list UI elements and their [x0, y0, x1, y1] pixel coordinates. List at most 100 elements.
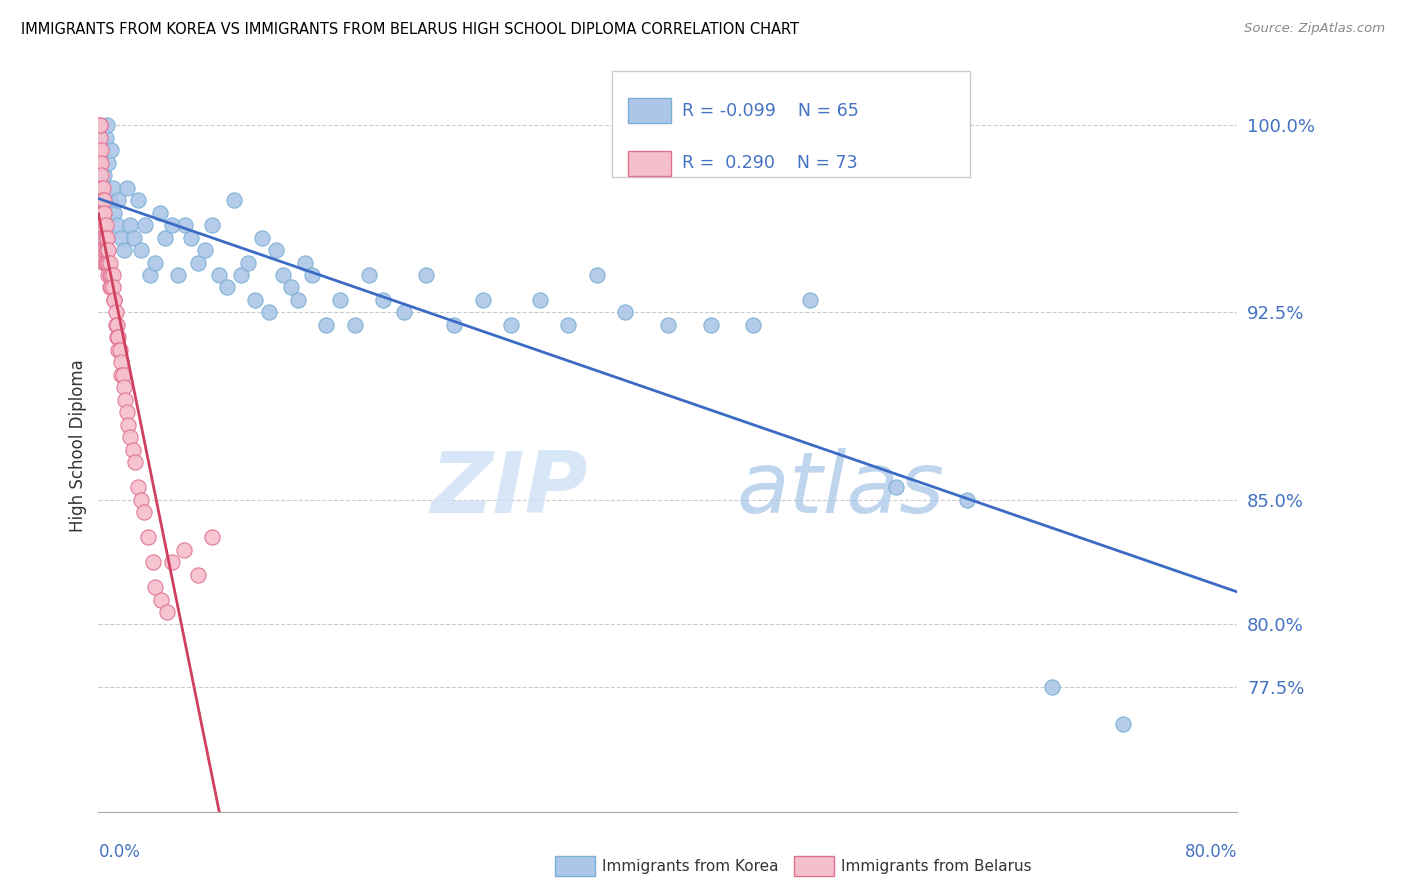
Point: [107, 193, 129, 207]
Text: IMMIGRANTS FROM KOREA VS IMMIGRANTS FROM BELARUS HIGH SCHOOL DIPLOMA CORRELATION: IMMIGRANTS FROM KOREA VS IMMIGRANTS FROM…: [21, 22, 799, 37]
Point: [97, 268, 120, 282]
Point: [94, 218, 117, 232]
Point: [91, 180, 114, 194]
Point: [96, 243, 118, 257]
Point: [90, 218, 112, 232]
Point: [108, 343, 131, 357]
Point: [96, 118, 118, 132]
Point: [118, 218, 141, 232]
Point: [91, 243, 114, 257]
Point: [127, 480, 149, 494]
Point: [742, 318, 765, 332]
Point: [112, 243, 135, 257]
Point: [501, 318, 523, 332]
Point: [89, 218, 111, 232]
Point: [90, 205, 112, 219]
Point: [91, 193, 114, 207]
Point: [156, 605, 179, 619]
Point: [107, 330, 129, 344]
Point: [273, 268, 295, 282]
Point: [471, 293, 494, 307]
Point: [115, 405, 138, 419]
Point: [111, 368, 134, 382]
Point: [121, 442, 143, 457]
Point: [132, 505, 155, 519]
Point: [103, 293, 125, 307]
Point: [799, 293, 821, 307]
Text: Immigrants from Korea: Immigrants from Korea: [602, 859, 779, 873]
Point: [134, 218, 156, 232]
Point: [266, 243, 288, 257]
Point: [98, 255, 121, 269]
Point: [956, 492, 979, 507]
Point: [91, 230, 114, 244]
Point: [94, 255, 117, 269]
Point: [294, 255, 316, 269]
Point: [884, 480, 907, 494]
Point: [343, 318, 366, 332]
Point: [90, 168, 112, 182]
Point: [657, 318, 679, 332]
Point: [443, 318, 465, 332]
Point: [105, 318, 128, 332]
Point: [149, 205, 172, 219]
Point: [93, 243, 115, 257]
Point: [107, 343, 129, 357]
Text: R =  0.290    N = 73: R = 0.290 N = 73: [682, 154, 858, 172]
Point: [94, 230, 117, 244]
Point: [614, 305, 637, 319]
Point: [145, 255, 167, 269]
Text: Immigrants from Belarus: Immigrants from Belarus: [841, 859, 1032, 873]
Point: [167, 268, 190, 282]
Point: [103, 205, 125, 219]
Point: [93, 255, 115, 269]
Point: [118, 430, 141, 444]
Point: [97, 255, 120, 269]
Point: [101, 280, 124, 294]
Text: 80.0%: 80.0%: [1185, 843, 1237, 861]
Point: [127, 193, 149, 207]
Point: [105, 330, 128, 344]
Point: [187, 255, 209, 269]
Point: [122, 230, 145, 244]
Point: [93, 168, 115, 182]
Point: [173, 542, 195, 557]
Point: [117, 417, 139, 432]
Point: [90, 193, 112, 207]
Point: [155, 230, 177, 244]
Point: [129, 243, 152, 257]
Point: [97, 155, 120, 169]
Point: [1040, 680, 1063, 694]
Point: [1112, 717, 1135, 731]
Point: [112, 380, 135, 394]
Point: [329, 293, 352, 307]
Point: [90, 143, 112, 157]
Point: [89, 180, 111, 194]
Point: [98, 280, 121, 294]
Point: [136, 530, 159, 544]
Point: [259, 305, 281, 319]
Point: [89, 155, 111, 169]
Point: [94, 243, 117, 257]
Point: [89, 118, 111, 132]
Point: [280, 280, 302, 294]
Point: [150, 592, 173, 607]
Point: [415, 268, 437, 282]
Point: [529, 293, 551, 307]
Point: [105, 218, 128, 232]
Point: [194, 243, 217, 257]
Point: [174, 218, 197, 232]
Y-axis label: High School Diploma: High School Diploma: [69, 359, 87, 533]
Point: [699, 318, 721, 332]
Point: [110, 368, 132, 382]
Point: [201, 530, 224, 544]
Point: [301, 268, 323, 282]
Point: [250, 230, 273, 244]
Point: [357, 268, 380, 282]
Point: [138, 268, 160, 282]
Point: [110, 230, 132, 244]
Point: [201, 218, 224, 232]
Point: [162, 218, 184, 232]
Point: [89, 130, 111, 145]
Point: [287, 293, 309, 307]
